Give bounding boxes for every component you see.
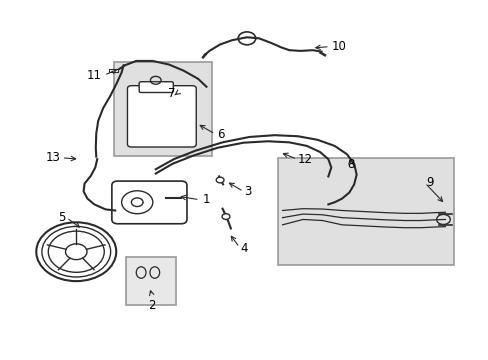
Text: 9: 9 <box>425 176 432 189</box>
Bar <box>126 257 176 305</box>
Text: 6: 6 <box>216 127 224 141</box>
Bar <box>277 158 453 265</box>
Text: 8: 8 <box>346 158 354 171</box>
FancyBboxPatch shape <box>127 86 196 147</box>
Text: 11: 11 <box>87 69 102 82</box>
Text: 4: 4 <box>240 242 247 255</box>
Text: 12: 12 <box>298 153 312 166</box>
Text: 5: 5 <box>58 211 65 224</box>
Text: 7: 7 <box>167 87 175 100</box>
Text: 10: 10 <box>330 40 346 53</box>
Text: 2: 2 <box>148 299 155 312</box>
Text: 13: 13 <box>45 151 60 164</box>
FancyBboxPatch shape <box>112 181 186 224</box>
Bar <box>109 69 118 72</box>
Text: 3: 3 <box>244 185 251 198</box>
Circle shape <box>216 177 224 183</box>
Circle shape <box>222 214 229 220</box>
Text: 1: 1 <box>203 193 210 206</box>
FancyBboxPatch shape <box>139 82 173 93</box>
Bar <box>114 62 212 156</box>
